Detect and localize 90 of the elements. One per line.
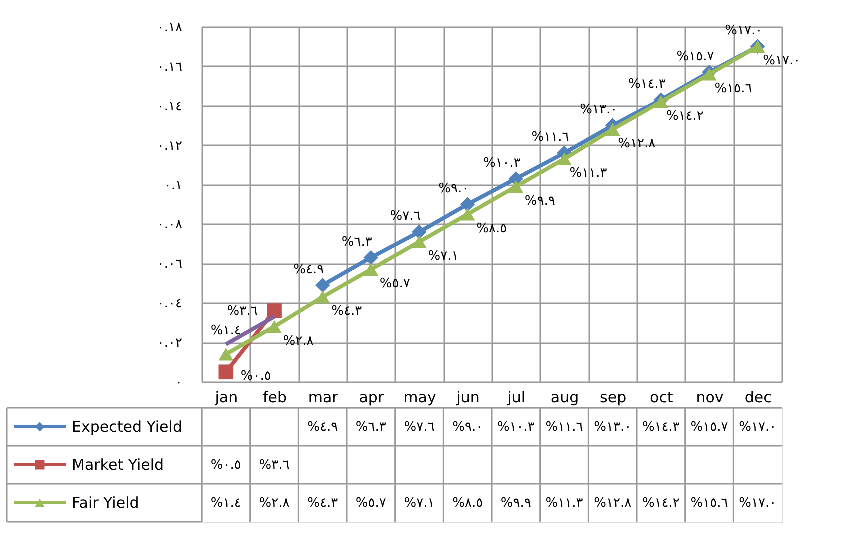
point: [460, 208, 476, 221]
data-label: %٨.٥: [452, 496, 484, 511]
point: [508, 180, 524, 194]
y-tick-label: ٠.١: [164, 178, 182, 194]
data-label: %١٥.٦: [690, 496, 728, 511]
data-label: %٧.٦: [404, 420, 435, 435]
x-tick-label: jun: [456, 388, 480, 406]
x-tick-label: nov: [696, 388, 724, 406]
text: %١٤.٣: [628, 76, 666, 92]
text: %١٥.٦: [714, 81, 752, 96]
point: [315, 278, 330, 293]
point: [267, 304, 282, 318]
x-tick-label: dec: [744, 388, 772, 406]
point: [218, 348, 234, 361]
data-label: %٩.٠: [452, 420, 484, 435]
y-tick-label: ٠.٠٢: [157, 336, 183, 352]
x-tick-label: apr: [359, 388, 385, 406]
text: %١٠.٣: [483, 156, 521, 171]
point: [315, 290, 330, 304]
data-label: %١٧.٠: [739, 496, 777, 511]
y-tick-label: ٠.٠٨: [157, 218, 183, 233]
text: %٩.٩: [524, 194, 556, 209]
data-label: %١٥.٧: [690, 420, 728, 435]
x-tick-label: feb: [262, 388, 288, 406]
point: [654, 96, 669, 108]
text: %١٢.٨: [618, 136, 656, 152]
text: %١٣.٠: [580, 102, 618, 118]
legend-label: Expected Yield: [72, 418, 182, 436]
data-label: %٠.٥: [210, 458, 242, 473]
data-label: %١٤.٢: [642, 496, 680, 511]
data-label: %٩.٩: [500, 496, 532, 511]
text: %١١.٣: [570, 166, 608, 182]
point: [460, 197, 476, 212]
text: %٢.٨: [283, 334, 314, 349]
text: %١١.٦: [532, 130, 570, 146]
text: %٨.٥: [476, 221, 508, 236]
point: [412, 224, 427, 240]
data-label: %١١.٦: [546, 420, 584, 435]
text: %١٤.٢: [666, 108, 704, 124]
text: %١٧.٠: [763, 54, 801, 69]
point: [605, 123, 620, 136]
point: [557, 152, 572, 166]
data-label: %١٤.٣: [642, 420, 680, 435]
point: [364, 250, 379, 266]
text: %١٧.٠: [725, 24, 763, 39]
data-label: %٥.٧: [356, 496, 386, 511]
data-label: %٤.٣: [308, 496, 338, 511]
data-label: %١٣.٠: [594, 420, 632, 435]
data-label: %٤.٩: [308, 420, 338, 435]
point: [267, 320, 282, 334]
point: [364, 263, 379, 276]
x-tick-label: mar: [308, 388, 340, 406]
y-tick-label: ٠.٠٦: [157, 257, 183, 272]
text: %٧.٦: [390, 209, 421, 224]
y-tick-label: ٠: [176, 376, 182, 390]
data-label: %١٢.٨: [594, 496, 632, 511]
y-tick-label: ٠.١٨: [157, 20, 183, 36]
data-label: %١٠.٣: [497, 420, 535, 435]
legend-label: Fair Yield: [72, 494, 140, 512]
y-tick-label: ٠.١٢: [157, 138, 183, 154]
text: %١٥.٧: [676, 49, 714, 64]
x-tick-label: sep: [600, 388, 627, 406]
x-tick-label: oct: [650, 388, 674, 406]
data-label: %٦.٣: [356, 420, 386, 435]
text: %٩.٠: [438, 182, 470, 196]
text: %٣.٦: [227, 304, 258, 319]
text: %٧.١: [428, 248, 459, 264]
data-label: %١.٤: [210, 496, 242, 511]
data-label: %٢.٨: [259, 496, 290, 511]
text: %١.٤: [210, 323, 242, 338]
y-tick-label: ٠.١٦: [157, 60, 183, 75]
text: %٤.٣: [332, 304, 362, 320]
x-tick-label: jan: [214, 388, 238, 406]
y-tick-label: ٠.١٤: [157, 99, 182, 114]
point: [412, 236, 427, 248]
point: [702, 68, 717, 81]
legend-label: Market Yield: [72, 456, 164, 474]
text: %٠.٥: [240, 369, 272, 384]
x-tick-label: may: [404, 388, 436, 406]
text: %٤.٩: [294, 262, 324, 278]
data-label: %١١.٣: [546, 496, 584, 511]
point: [218, 364, 234, 380]
x-tick-label: aug: [550, 388, 580, 406]
text: %٥.٧: [380, 276, 410, 292]
y-tick-label: ٠.٠٤: [157, 296, 182, 312]
x-tick-label: jul: [506, 388, 526, 406]
data-label: %٧.١: [404, 496, 435, 511]
text: %٦.٣: [342, 234, 372, 250]
data-label: %٣.٦: [259, 458, 290, 473]
data-label: %١٧.٠: [739, 420, 777, 435]
